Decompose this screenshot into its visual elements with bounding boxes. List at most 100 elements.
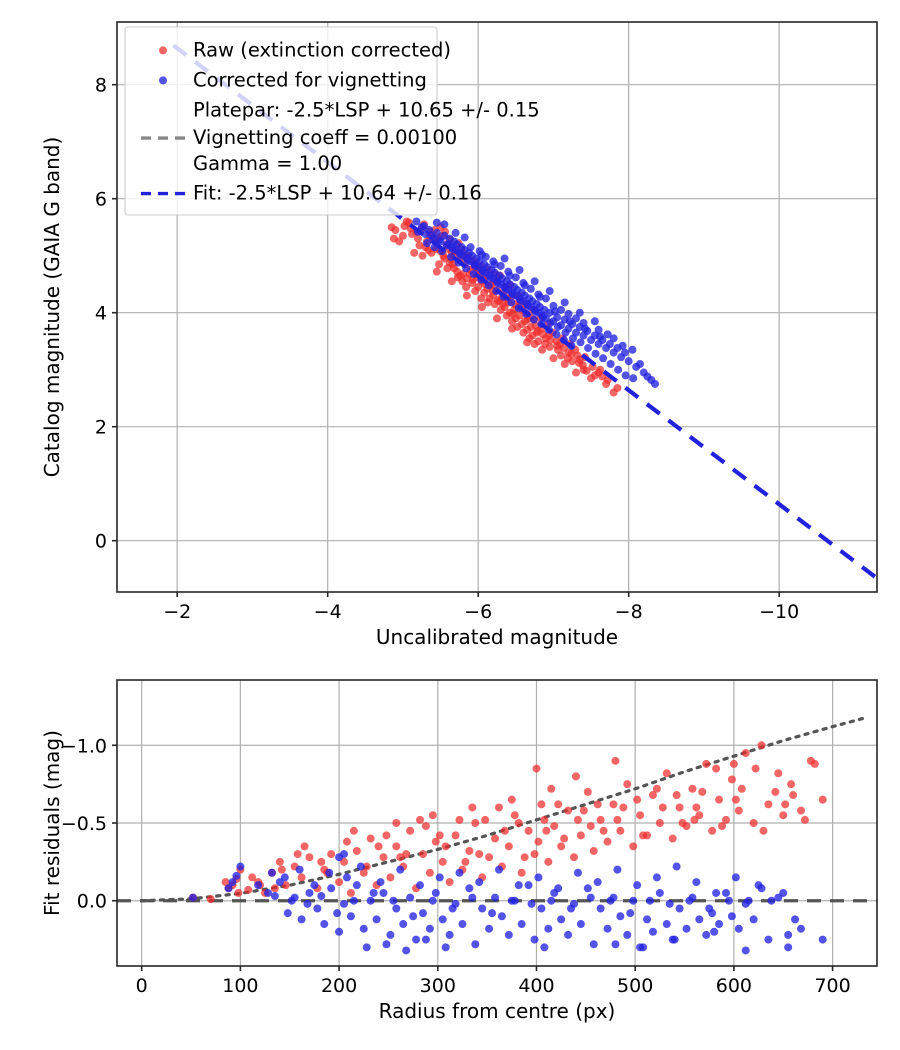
data-point — [362, 943, 371, 952]
data-point — [501, 284, 510, 293]
data-point — [564, 806, 573, 815]
data-point — [349, 826, 358, 835]
data-point — [603, 330, 612, 339]
data-point — [651, 379, 660, 388]
data-point — [270, 892, 279, 901]
data-point — [599, 354, 608, 363]
x-tick-label: −4 — [314, 601, 342, 623]
data-point — [499, 300, 508, 309]
data-point — [569, 334, 577, 343]
data-point — [475, 878, 484, 887]
data-point — [425, 924, 434, 933]
data-point — [621, 371, 630, 380]
data-point — [662, 920, 671, 929]
data-point — [305, 853, 314, 862]
data-point — [561, 328, 570, 337]
data-point — [576, 920, 585, 929]
data-point — [236, 862, 245, 871]
data-point — [546, 318, 555, 327]
data-point — [549, 354, 558, 363]
data-point — [591, 349, 600, 358]
data-point — [645, 896, 654, 905]
y-tick-label: −0.5 — [61, 813, 107, 835]
data-point — [313, 904, 322, 913]
data-point — [692, 803, 701, 812]
data-point — [379, 853, 388, 862]
data-point — [754, 881, 763, 890]
data-point — [508, 324, 517, 333]
data-point — [731, 873, 740, 882]
data-point — [254, 881, 263, 890]
data-point — [270, 884, 279, 893]
data-point — [629, 374, 638, 383]
data-point — [757, 741, 766, 750]
data-point — [468, 893, 477, 902]
data-point — [764, 800, 773, 809]
x-tick-label: −2 — [163, 601, 191, 623]
data-point — [418, 251, 427, 260]
data-point — [529, 315, 538, 324]
data-point — [672, 862, 681, 871]
data-point — [497, 912, 506, 921]
data-point — [435, 260, 444, 269]
data-point — [435, 235, 444, 244]
data-point — [575, 308, 584, 317]
data-point — [514, 819, 523, 827]
data-point — [468, 803, 477, 812]
data-point — [376, 878, 385, 887]
data-point — [264, 888, 273, 897]
data-point — [415, 241, 424, 250]
data-point — [392, 842, 401, 851]
data-point — [648, 927, 657, 936]
data-point — [535, 292, 544, 301]
data-point — [471, 287, 480, 296]
data-point — [741, 946, 750, 955]
data-point — [589, 940, 598, 949]
data-point — [564, 930, 573, 939]
data-point — [556, 305, 565, 314]
data-point — [447, 277, 456, 286]
data-point — [533, 326, 542, 335]
data-point — [366, 834, 375, 843]
data-point — [277, 865, 286, 874]
data-point — [797, 806, 805, 815]
data-point — [402, 946, 411, 955]
data-point — [550, 822, 559, 831]
data-point — [544, 924, 553, 933]
data-point — [619, 803, 628, 812]
data-point — [275, 857, 284, 866]
data-point — [477, 294, 486, 303]
data-point — [712, 888, 721, 897]
data-point — [402, 850, 411, 859]
series-raw — [387, 217, 622, 397]
data-point — [491, 893, 500, 902]
data-point — [526, 284, 535, 293]
data-point — [593, 800, 602, 809]
data-point — [477, 303, 486, 311]
legend-label: Fit: -2.5*LSP + 10.64 +/- 0.16 — [193, 182, 482, 205]
data-point — [511, 273, 520, 282]
data-point — [481, 815, 490, 824]
data-point — [524, 826, 533, 835]
data-point — [305, 888, 314, 897]
data-point — [516, 296, 525, 305]
x-tick-label: 200 — [321, 975, 357, 997]
data-point — [567, 904, 576, 913]
data-point — [749, 915, 758, 924]
data-point — [633, 795, 642, 804]
data-layer — [172, 43, 877, 580]
data-point — [675, 803, 684, 812]
data-point — [624, 357, 633, 366]
data-point — [572, 314, 581, 323]
data-point — [456, 250, 465, 259]
data-point — [764, 935, 773, 944]
x-tick-label: 0 — [136, 975, 148, 997]
data-point — [409, 912, 418, 921]
x-tick-label: −10 — [759, 601, 799, 623]
data-point — [583, 787, 592, 796]
data-point — [594, 325, 603, 334]
data-point — [557, 915, 566, 924]
data-point — [715, 920, 724, 929]
data-point — [789, 791, 798, 800]
data-point — [721, 888, 730, 897]
